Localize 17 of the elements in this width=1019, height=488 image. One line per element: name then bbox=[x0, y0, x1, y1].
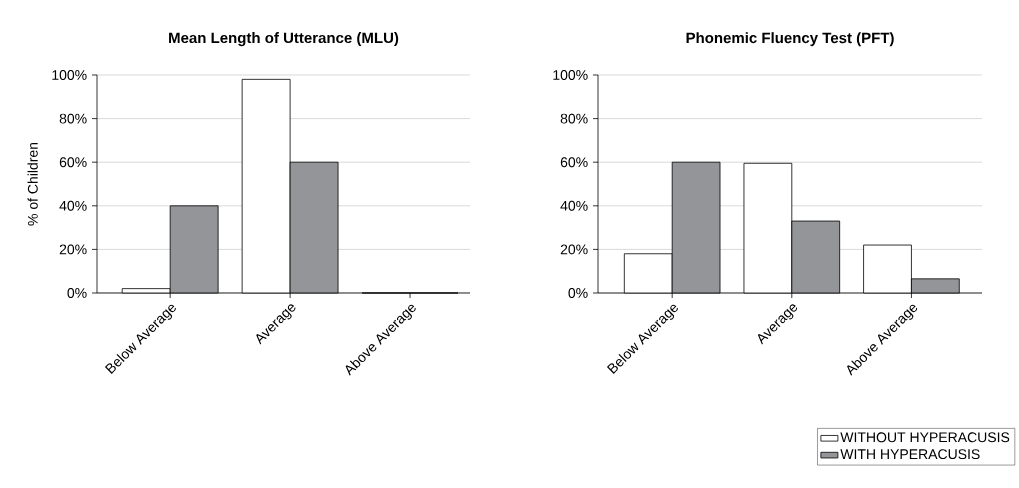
y-tick-label: 0% bbox=[568, 288, 588, 298]
y-tick-label: 40% bbox=[59, 200, 87, 211]
chart-title: Phonemic Fluency Test (PFT) bbox=[686, 32, 894, 47]
y-tick-label: 100% bbox=[52, 70, 87, 80]
y-tick-label: 80% bbox=[59, 113, 87, 124]
y-tick-label: 20% bbox=[59, 244, 87, 255]
legend-label: WITH HYPERACUSIS bbox=[840, 449, 980, 460]
y-tick-label: 60% bbox=[59, 157, 87, 168]
y-tick-label: 20% bbox=[560, 244, 588, 255]
legend-label: WITHOUT HYPERACUSIS bbox=[840, 432, 1010, 443]
chart-title: Mean Length of Utterance (MLU) bbox=[169, 32, 399, 47]
y-axis-title: % of Children bbox=[27, 142, 38, 226]
y-tick-label: 40% bbox=[560, 200, 588, 211]
y-tick-label: 0% bbox=[67, 288, 87, 298]
y-tick-label: 80% bbox=[560, 113, 588, 124]
y-tick-label: 60% bbox=[560, 157, 588, 168]
y-tick-label: 100% bbox=[553, 70, 588, 80]
